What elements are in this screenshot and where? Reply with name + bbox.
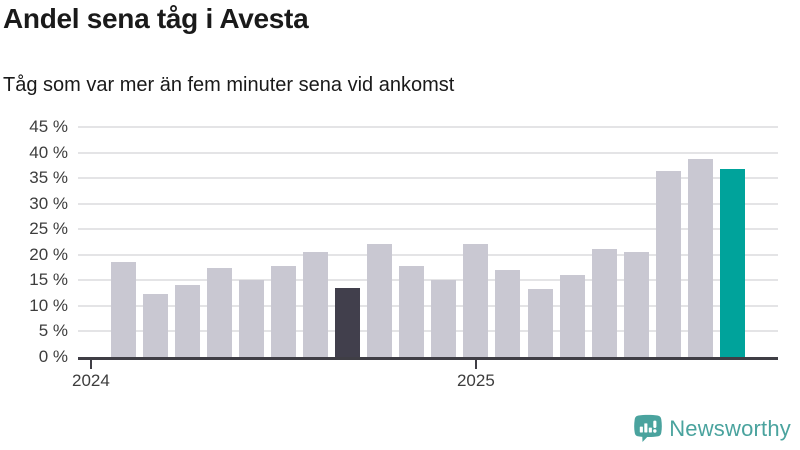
bar (174, 285, 200, 357)
x-axis-line (78, 357, 778, 360)
bar (431, 279, 457, 357)
bar (623, 251, 649, 357)
y-tick-label: 30 % (29, 193, 68, 213)
x-tick-2024 (89, 360, 92, 369)
bar (142, 294, 168, 357)
y-tick-label: 35 % (29, 168, 68, 188)
y-axis-labels: 45 % 40 % 35 % 30 % 25 % 20 % 15 % 10 % 5 % 0 % (0, 117, 68, 366)
y-tick-label: 5 % (38, 321, 68, 341)
gridline-5 (78, 330, 778, 333)
gridline-45 (78, 126, 778, 129)
chart-title: Andel sena tåg i Avesta (3, 3, 309, 34)
bar-highlight-accent (720, 169, 746, 357)
bar (110, 262, 136, 357)
x-tick-label-2024: 2024 (71, 371, 110, 390)
y-tick-label: 0 % (38, 347, 68, 366)
bar (206, 267, 232, 357)
gridline-25 (78, 228, 778, 231)
y-tick-label: 20 % (29, 244, 68, 264)
gridline-15 (78, 279, 778, 282)
bar (463, 243, 489, 357)
bar (302, 251, 328, 357)
bar-chart-plot-area: 2024 2025 (72, 126, 778, 390)
chart-subtitle: Tåg som var mer än fem minuter sena vid … (3, 74, 455, 96)
x-tick-2025 (474, 360, 477, 369)
newsworthy-logo-icon (634, 414, 663, 442)
y-tick-label: 15 % (29, 270, 68, 290)
bar (591, 248, 617, 357)
bar (495, 270, 521, 357)
bar (238, 280, 264, 357)
y-tick-label: 40 % (29, 142, 68, 162)
y-tick-label: 10 % (29, 295, 68, 315)
y-tick-label: 45 % (29, 117, 68, 136)
bar-highlight-dark (335, 287, 361, 357)
y-tick-label: 25 % (29, 219, 68, 239)
brand-footer: Newsworthy (634, 414, 791, 443)
bar (655, 171, 681, 357)
bar (687, 158, 713, 357)
gridline-30 (78, 202, 778, 205)
gridline-20 (78, 253, 778, 256)
brand-name: Newsworthy (669, 415, 791, 441)
bar (367, 243, 393, 357)
gridline-40 (78, 151, 778, 154)
bar (527, 288, 553, 357)
x-tick-label-2025: 2025 (456, 371, 495, 390)
gridline-35 (78, 177, 778, 180)
bar (270, 265, 296, 357)
bar (399, 266, 425, 357)
bar (559, 275, 585, 357)
gridline-10 (78, 304, 778, 307)
